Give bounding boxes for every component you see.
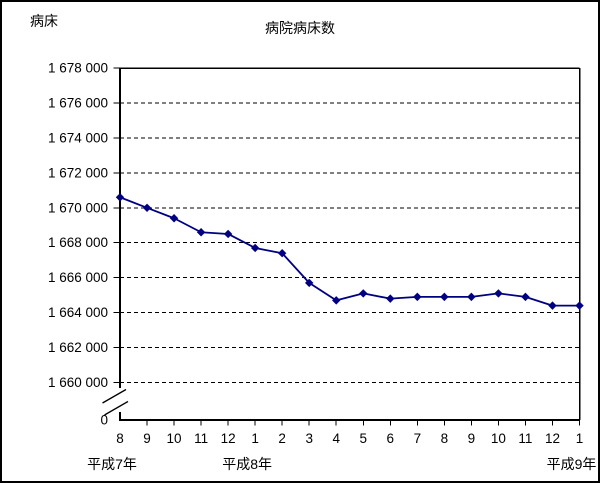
data-point-marker: [494, 289, 503, 298]
data-point-marker: [305, 278, 314, 288]
data-point-marker: [548, 301, 557, 310]
y-tick-label: 1 668 000: [48, 235, 108, 250]
y-axis-unit-label: 病床: [30, 13, 58, 29]
data-point-marker: [521, 292, 530, 302]
x-tick-label: 7: [414, 431, 422, 446]
y-origin-label: 0: [100, 413, 108, 428]
x-tick-label: 10: [167, 431, 182, 446]
x-tick-label: 8: [441, 431, 449, 446]
chart-title: 病院病床数: [265, 20, 335, 36]
y-tick-label: 1 664 000: [48, 305, 108, 320]
x-tick-label: 1: [251, 431, 259, 446]
data-point-marker: [575, 301, 584, 310]
data-point-marker: [332, 296, 341, 305]
x-era-label: 平成9年: [547, 456, 597, 472]
x-tick-label: 2: [278, 431, 286, 446]
y-tick-label: 1 666 000: [48, 270, 108, 285]
data-point-marker: [359, 289, 368, 298]
data-point-marker: [413, 292, 422, 302]
x-tick-label: 1: [576, 431, 584, 446]
x-era-label: 平成8年: [222, 456, 272, 472]
x-tick-label: 8: [116, 431, 124, 446]
y-tick-label: 1 674 000: [48, 130, 108, 145]
y-axis-break-icon: [102, 388, 129, 416]
data-point-marker: [277, 249, 287, 258]
y-tick-label: 1 662 000: [48, 340, 108, 355]
data-point-marker: [440, 292, 449, 302]
data-point-marker: [467, 292, 476, 302]
y-tick-label: 1 670 000: [48, 200, 108, 215]
x-tick-label: 11: [518, 431, 532, 446]
x-tick-label: 5: [360, 431, 368, 446]
y-tick-label: 1 672 000: [48, 165, 108, 180]
x-tick-label: 9: [468, 431, 476, 446]
x-tick-label: 3: [305, 431, 313, 446]
data-point-marker: [386, 294, 395, 303]
x-tick-label: 10: [491, 431, 506, 446]
data-point-marker: [142, 203, 152, 212]
x-era-label: 平成7年: [87, 456, 137, 472]
data-point-marker: [196, 228, 206, 237]
data-point-marker: [223, 229, 233, 239]
x-tick-label: 6: [387, 431, 395, 446]
x-tick-label: 11: [194, 431, 208, 446]
x-tick-label: 12: [545, 431, 560, 446]
y-tick-label: 1 660 000: [48, 375, 108, 390]
data-point-marker: [169, 214, 179, 223]
x-tick-label: 4: [332, 431, 340, 446]
y-tick-label: 1 676 000: [48, 95, 108, 110]
data-point-marker: [250, 243, 260, 253]
x-tick-label: 9: [143, 431, 151, 446]
y-tick-label: 1 678 000: [48, 61, 108, 76]
data-point-marker: [115, 193, 125, 202]
x-tick-label: 12: [221, 431, 236, 446]
data-line: [119, 196, 580, 307]
